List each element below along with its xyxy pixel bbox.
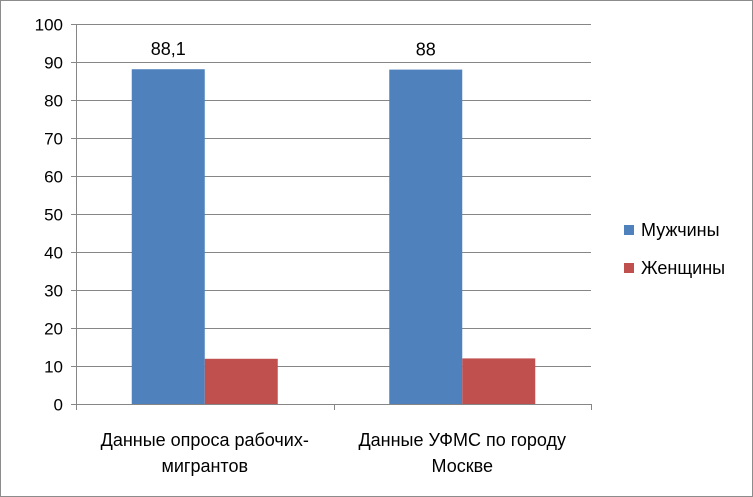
data-label: 88,1 [151,39,186,59]
data-labels: 88,1 88 [151,39,436,59]
y-tick-label: 0 [54,396,63,415]
legend-label: Мужчины [641,220,720,240]
y-tick-label: 80 [44,92,63,111]
y-tick-label: 30 [44,282,63,301]
y-tick-label: 70 [44,130,63,149]
bar-women-0 [204,358,278,404]
y-tick-label: 50 [44,206,63,225]
y-tick-label: 90 [44,54,63,73]
y-tick-label: 40 [44,244,63,263]
x-category-label: Данные опроса рабочих- [101,430,309,450]
bar-men-1 [389,69,463,404]
legend-label: Женщины [641,258,725,278]
data-label: 88 [416,40,436,60]
legend: Мужчины Женщины [624,220,725,278]
legend-swatch [624,225,634,235]
bar-women-1 [462,358,536,404]
y-tick-label: 20 [44,320,63,339]
x-category-label: мигрантов [161,456,248,476]
y-tick-label: 10 [44,358,63,377]
bar-men-0 [131,69,205,404]
x-category-label: Москве [432,456,493,476]
bars [131,69,536,404]
y-tick-label: 60 [44,168,63,187]
x-category-label: Данные УФМС по городу [358,430,566,450]
y-axis: 0 10 20 30 40 50 60 70 80 90 100 [35,16,77,415]
legend-swatch [624,263,634,273]
x-axis: Данные опроса рабочих-мигрантов Данные УФ… [76,404,592,476]
y-tick-label: 100 [35,16,63,35]
